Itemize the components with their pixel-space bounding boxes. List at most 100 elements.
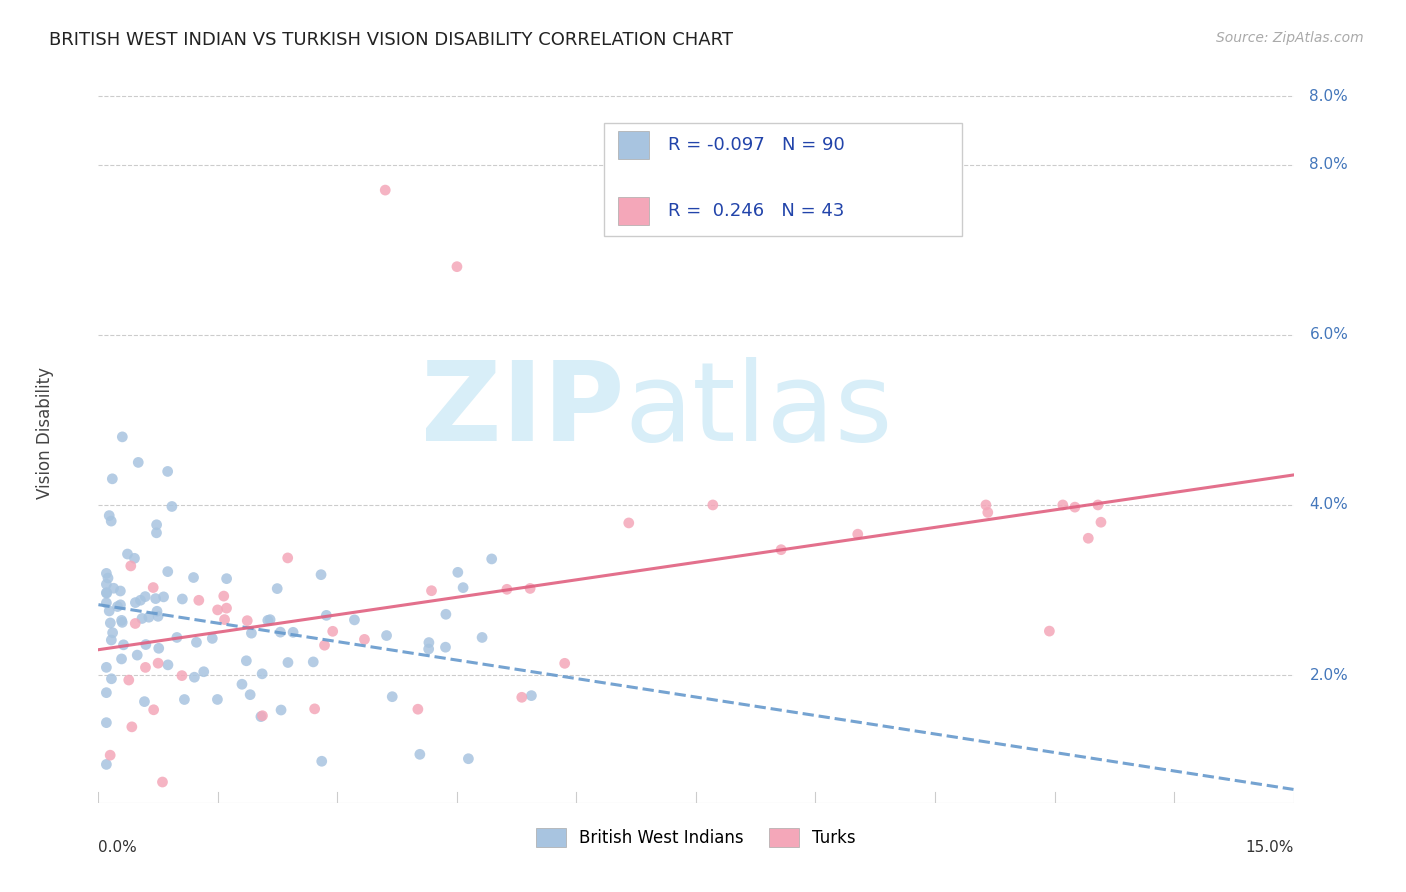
Point [770,542,793,557]
Text: 2.0%: 2.0% [1309,667,1348,682]
Point [269,625,291,640]
Point [148,641,170,656]
Point [98,604,121,618]
Point [1038,624,1060,639]
Point [156,565,179,579]
Point [193,665,215,679]
Point [96,596,118,610]
Point [250,709,273,723]
Point [96,660,118,674]
Text: Vision Disability: Vision Disability [35,367,53,499]
Text: 6.0%: 6.0% [1309,327,1348,343]
Point [101,625,124,640]
Point [100,672,122,686]
Point [343,613,366,627]
Point [266,582,288,596]
Point [1063,500,1085,515]
Point [160,500,183,514]
Point [134,695,156,709]
Point [250,666,273,681]
Point [207,603,229,617]
FancyBboxPatch shape [619,197,650,226]
Point [142,703,165,717]
Point [447,566,470,580]
Point [120,558,142,573]
Point [146,604,169,618]
Point [183,670,205,684]
Point [96,586,118,600]
Point [124,596,146,610]
Point [201,632,224,646]
Point [510,690,533,705]
Point [172,592,194,607]
Point [235,654,257,668]
Point [96,686,118,700]
Point [110,614,132,628]
Point [186,635,208,649]
Point [212,589,235,603]
Point [457,752,479,766]
Point [277,656,299,670]
Point [129,593,152,607]
Point [481,552,503,566]
Point [135,638,157,652]
Text: 8.0%: 8.0% [1309,157,1348,172]
Point [96,715,118,730]
Point [702,498,724,512]
Point [96,586,118,600]
Point [977,505,1000,519]
Point [145,517,167,532]
Point [131,611,153,625]
Point [239,688,262,702]
Point [121,720,143,734]
Point [304,702,326,716]
Point [173,692,195,706]
Point [520,689,543,703]
Point [127,648,149,662]
Point [97,571,120,585]
Point [446,260,468,274]
Point [314,638,336,652]
Text: 4.0%: 4.0% [1309,498,1348,513]
Point [98,508,121,523]
Point [146,609,169,624]
Point [103,581,125,595]
Point [315,608,337,623]
Point [496,582,519,597]
Point [138,610,160,624]
Point [236,614,259,628]
Point [1052,498,1074,512]
Point [471,631,494,645]
FancyBboxPatch shape [619,130,650,159]
Point [277,550,299,565]
Point [111,615,134,630]
Text: BRITISH WEST INDIAN VS TURKISH VISION DISABILITY CORRELATION CHART: BRITISH WEST INDIAN VS TURKISH VISION DI… [49,31,733,49]
Point [107,599,129,614]
Point [375,628,398,642]
Point [434,640,457,655]
Text: R =  0.246   N = 43: R = 0.246 N = 43 [668,202,845,220]
Point [207,692,229,706]
Point [112,638,135,652]
Point [1087,498,1109,512]
Point [374,183,396,197]
Point [406,702,429,716]
Point [96,577,118,591]
Point [100,633,122,648]
Point [1090,515,1112,529]
Point [100,514,122,528]
Point [98,615,121,630]
Point [322,624,344,639]
Point [96,757,118,772]
Point [101,472,124,486]
Point [187,593,209,607]
Point [145,525,167,540]
Point [309,567,332,582]
Point [152,775,174,789]
Point [215,601,238,615]
Point [434,607,457,622]
Text: ZIP: ZIP [420,357,624,464]
Point [134,660,156,674]
Point [146,656,169,670]
Point [409,747,432,762]
